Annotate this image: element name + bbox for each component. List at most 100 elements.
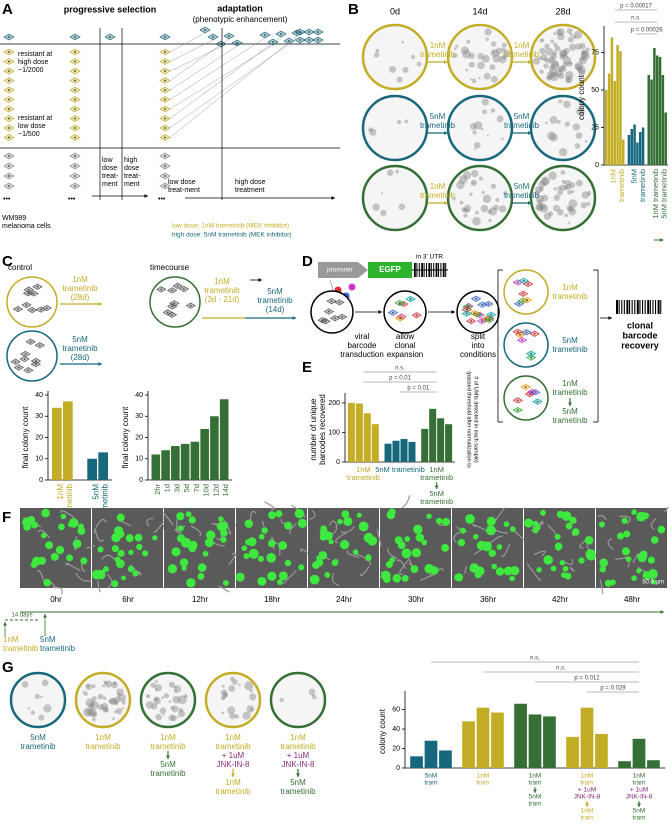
colony	[557, 208, 564, 216]
group-label: 5nM trametinib	[659, 169, 668, 219]
nucleus	[66, 554, 74, 562]
cell-outline	[300, 548, 309, 554]
nucleus	[197, 563, 207, 572]
nucleus	[636, 511, 647, 522]
nucleus	[8, 79, 10, 82]
colony	[465, 208, 470, 213]
label: (14d)	[266, 305, 285, 314]
colony	[112, 681, 117, 686]
colony	[567, 190, 572, 195]
label: trametinib	[215, 742, 251, 751]
colony	[480, 127, 484, 131]
nucleus	[177, 525, 184, 532]
nucleus	[486, 516, 496, 526]
nucleus	[8, 70, 10, 72]
group-label: trametinib	[617, 169, 626, 202]
nucleus	[599, 565, 607, 573]
nucleus	[164, 165, 166, 167]
nucleus	[219, 521, 229, 531]
colony	[386, 169, 394, 176]
colony	[545, 58, 552, 64]
bar	[580, 707, 594, 768]
nucleus	[571, 528, 580, 536]
colony	[102, 684, 106, 688]
nucleus	[164, 185, 166, 187]
nucleus	[205, 530, 216, 540]
nucleus	[324, 571, 331, 578]
nucleus	[128, 549, 134, 556]
nucleus	[74, 70, 76, 72]
cell-outline	[632, 553, 639, 563]
colony	[249, 689, 254, 693]
nucleus	[284, 559, 292, 567]
cell-outline	[289, 522, 297, 535]
colony	[576, 107, 585, 116]
colony	[581, 50, 589, 59]
colony	[562, 61, 569, 68]
barcode-bar	[423, 263, 425, 277]
nucleus	[481, 541, 492, 552]
colony	[229, 713, 236, 720]
label: trametinib	[504, 50, 540, 59]
colony	[279, 698, 284, 703]
nucleus	[522, 279, 525, 282]
nucleus	[521, 339, 523, 342]
colony	[372, 203, 380, 211]
colony	[556, 28, 565, 36]
nucleus	[380, 570, 391, 581]
colony	[484, 28, 492, 36]
barcode-bar	[421, 263, 423, 277]
nucleus	[409, 298, 412, 300]
label: 30hr	[408, 595, 424, 604]
nucleus	[17, 308, 19, 310]
nucleus	[410, 565, 419, 573]
nucleus	[352, 549, 359, 555]
colony	[227, 706, 236, 715]
colony	[173, 685, 182, 693]
arrow-head	[568, 402, 572, 406]
colony	[572, 123, 580, 131]
nucleus	[278, 571, 288, 581]
barcode-bar	[634, 300, 636, 314]
nucleus	[421, 539, 427, 546]
colony	[83, 707, 92, 717]
nucleus	[27, 515, 36, 524]
bar	[347, 402, 355, 462]
nucleus	[309, 574, 320, 585]
colony	[471, 78, 477, 84]
label: 0hr	[50, 595, 62, 604]
cell-outline	[228, 552, 236, 566]
nucleus	[164, 175, 166, 177]
nucleus	[164, 117, 166, 120]
cell-outline	[60, 510, 75, 519]
colony	[102, 696, 107, 700]
nucleus	[8, 127, 10, 129]
colony	[549, 72, 559, 82]
label: treatment	[235, 187, 265, 194]
nucleus	[183, 288, 185, 290]
nucleus	[267, 539, 276, 548]
nucleus	[136, 543, 143, 551]
nucleus	[8, 185, 10, 187]
colony	[82, 690, 85, 693]
cell-outline	[153, 520, 166, 534]
colony	[150, 703, 158, 710]
cell-outline	[162, 511, 174, 526]
colony	[473, 121, 483, 130]
arrow-head	[527, 131, 532, 135]
nucleus	[171, 305, 174, 308]
nucleus	[487, 303, 490, 305]
nucleus	[459, 527, 466, 534]
nucleus	[312, 561, 320, 570]
nucleus	[288, 40, 290, 42]
nucleus	[339, 540, 350, 550]
label: trametinib	[40, 644, 76, 653]
colony	[468, 52, 475, 59]
colony	[455, 44, 459, 48]
label: 12hr	[192, 595, 208, 604]
colony	[460, 46, 469, 55]
barcode-bar	[636, 300, 639, 314]
nucleus	[636, 568, 642, 574]
nucleus	[454, 573, 464, 582]
